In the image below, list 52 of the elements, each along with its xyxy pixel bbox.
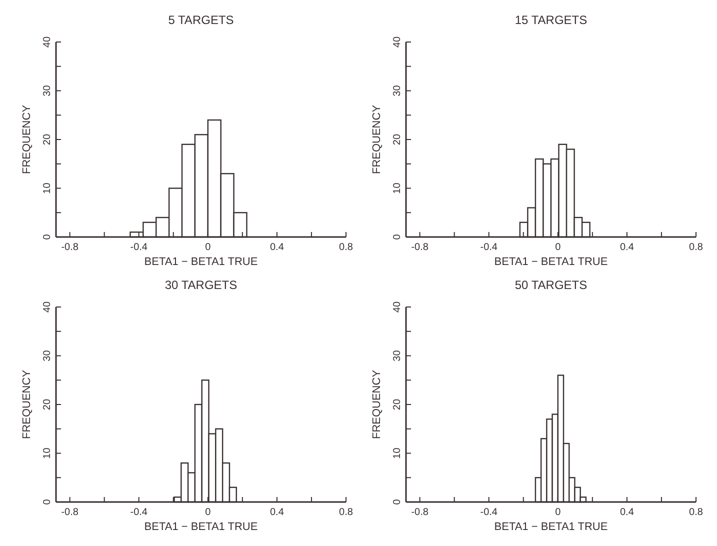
x-tick-label: 0.4 [270,242,284,253]
y-tick-label: 40 [42,301,53,313]
x-tick-label: 0.8 [689,242,704,253]
y-tick-label: 20 [392,398,403,410]
x-tick-label: 0.4 [620,507,634,518]
y-tick-label: 30 [392,350,403,362]
y-tick-label: 20 [42,134,53,146]
y-tick-label: 0 [42,234,53,240]
x-axis-title: BETA1 − BETA1 TRUE [144,256,258,268]
chart-title: 15 TARGETS [514,13,588,27]
x-tick-label: 0.8 [339,242,354,253]
x-tick-label: -0.8 [61,242,79,253]
x-tick-label: -0.4 [480,507,498,518]
y-tick-label: 10 [392,182,403,194]
x-tick-label: 0 [555,242,562,253]
x-tick-label: 0.8 [689,507,704,518]
chart-title: 5 TARGETS [168,13,234,27]
y-axis-title: FREQUENCY [21,104,33,174]
y-tick-label: 10 [42,447,53,459]
y-axis-title: FREQUENCY [371,369,383,440]
y-tick-label: 30 [392,84,403,96]
x-tick-label: 0.4 [270,507,284,518]
x-tick-label: -0.4 [130,507,148,518]
x-tick-label: -0.8 [411,507,429,518]
y-axis-title: FREQUENCY [371,104,383,174]
y-tick-label: 0 [42,498,53,505]
chart-title: 30 TARGETS [164,278,238,292]
x-tick-label: 0.4 [620,242,634,253]
x-tick-label: 0.8 [339,507,354,518]
y-axis-title: FREQUENCY [21,369,33,440]
x-tick-label: -0.4 [130,242,148,253]
chart-title: 50 TARGETS [514,278,588,292]
x-tick-label: 0 [555,507,562,518]
y-tick-label: 10 [42,182,53,194]
y-tick-label: 20 [42,398,53,410]
y-tick-label: 0 [392,234,403,240]
x-tick-label: -0.8 [411,242,429,253]
y-tick-label: 30 [42,84,53,96]
y-tick-label: 40 [392,36,403,48]
y-tick-label: 40 [392,301,403,313]
x-tick-label: 0 [205,242,212,253]
x-axis-title: BETA1 − BETA1 TRUE [494,521,608,533]
y-tick-label: 30 [42,350,53,362]
y-tick-label: 20 [392,134,403,146]
x-axis-title: BETA1 − BETA1 TRUE [494,256,608,268]
y-tick-label: 10 [392,447,403,459]
x-axis-title: BETA1 − BETA1 TRUE [144,521,258,533]
x-tick-label: -0.4 [480,242,498,253]
x-tick-label: -0.8 [61,507,79,518]
y-tick-label: 0 [392,498,403,505]
x-tick-label: 0 [205,507,212,518]
y-tick-label: 40 [42,36,53,48]
